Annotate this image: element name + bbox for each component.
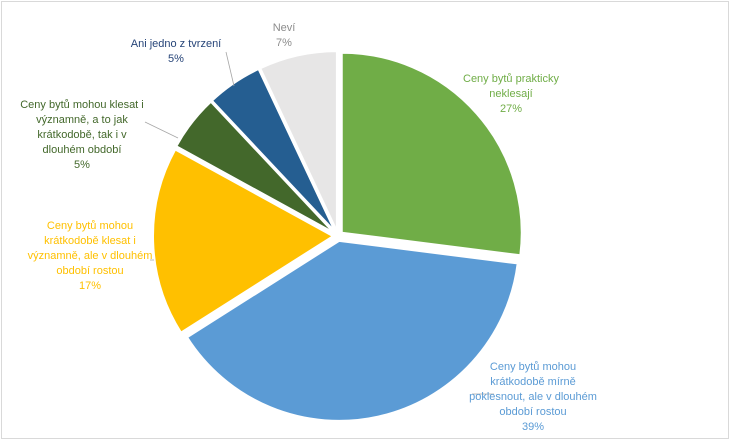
slice-label-line: Ceny bytů prakticky <box>463 73 559 85</box>
pie-slice-3 <box>174 100 335 234</box>
slice-label-line: významně, a to jak <box>36 114 128 126</box>
slice-percent: 17% <box>79 280 101 292</box>
slice-percent: 5% <box>74 159 90 171</box>
slice-label-line: Ani jedno z tvrzení <box>131 38 222 50</box>
slice-label-line: období rostou <box>56 265 123 277</box>
slice-percent: 39% <box>522 421 544 433</box>
slice-label-line: krátkodobě, tak i v <box>37 129 127 141</box>
slice-label-5: Neví 7% <box>273 22 296 49</box>
slice-percent: 27% <box>500 103 522 115</box>
slice-label-1: Ceny bytů mohou krátkodobě mírně poklesnou… <box>469 361 597 433</box>
pie-slice-1 <box>185 239 519 422</box>
slice-label-line: Ceny bytů mohou <box>47 220 133 232</box>
slice-label-line: Neví <box>273 22 296 34</box>
slice-label-line: Ceny bytů mohou klesat i <box>20 99 144 111</box>
slice-label-3: Ceny bytů mohou klesat i významně, a to j… <box>20 99 144 171</box>
slice-label-line: významně, ale v dlouhém <box>28 250 153 262</box>
leader-line-3 <box>144 121 179 139</box>
slice-label-line: Ceny bytů mohou <box>490 361 576 373</box>
slice-label-2: Ceny bytů mohou krátkodobě klesat i význam… <box>28 220 153 292</box>
slice-label-line: krátkodobě klesat i <box>44 235 136 247</box>
slice-label-line: krátkodobě mírně <box>490 376 576 388</box>
slice-percent: 5% <box>168 53 184 65</box>
leader-line-4 <box>225 51 235 87</box>
slice-percent: 7% <box>276 37 292 49</box>
slice-label-line: poklesnout, ale v dlouhém <box>469 391 597 403</box>
slice-label-0: Ceny bytů prakticky neklesají 27% <box>463 73 559 115</box>
pie-slice-2 <box>152 148 335 334</box>
slice-label-4: Ani jedno z tvrzení 5% <box>131 38 222 65</box>
slice-label-line: období rostou <box>499 406 566 418</box>
pie-slice-0 <box>340 51 523 257</box>
slice-label-line: dlouhém období <box>43 144 122 156</box>
slice-label-line: neklesají <box>489 88 532 100</box>
pie-slice-5 <box>258 50 338 232</box>
pie-slice-4 <box>210 67 337 233</box>
